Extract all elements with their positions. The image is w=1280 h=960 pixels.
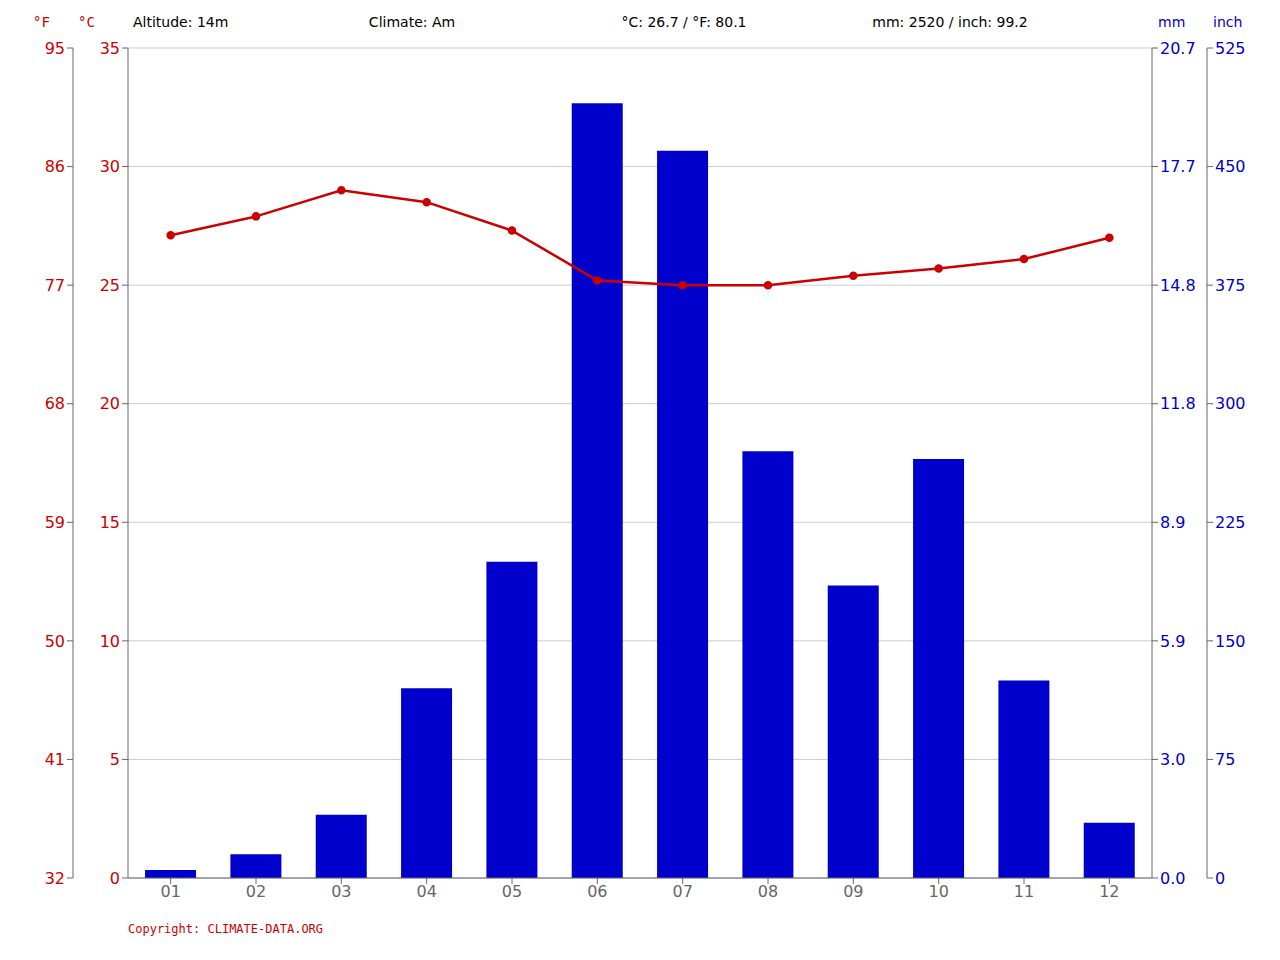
svg-text:07: 07 <box>672 882 692 901</box>
svg-text:59: 59 <box>45 513 65 532</box>
svg-text:11.8: 11.8 <box>1160 394 1196 413</box>
svg-text:35: 35 <box>100 39 120 58</box>
svg-text:10: 10 <box>100 632 120 651</box>
svg-text:32: 32 <box>45 869 65 888</box>
html-text:°C: 26.7 / °F: 80.1: °C: 26.7 / °F: 80.1 <box>621 14 747 30</box>
svg-text:150: 150 <box>1215 632 1246 651</box>
svg-text:50: 50 <box>45 632 65 651</box>
svg-text:17.7: 17.7 <box>1160 157 1196 176</box>
svg-text:300: 300 <box>1215 394 1246 413</box>
svg-text:03: 03 <box>331 882 351 901</box>
svg-text:5: 5 <box>110 750 120 769</box>
svg-text:41: 41 <box>45 750 65 769</box>
html-text:inch: inch <box>1213 14 1243 30</box>
svg-text:3.0: 3.0 <box>1160 750 1185 769</box>
svg-text:95: 95 <box>45 39 65 58</box>
html-text:°C: °C <box>78 14 95 30</box>
svg-text:5.9: 5.9 <box>1160 632 1185 651</box>
svg-text:12: 12 <box>1099 882 1119 901</box>
html-text:Copyright: CLIMATE-DATA.ORG: Copyright: CLIMATE-DATA.ORG <box>128 922 324 936</box>
svg-text:02: 02 <box>246 882 266 901</box>
svg-text:08: 08 <box>758 882 778 901</box>
html-text:Climate: Am: Climate: Am <box>368 14 456 30</box>
svg-text:0.0: 0.0 <box>1160 869 1185 888</box>
svg-text:86: 86 <box>45 157 65 176</box>
svg-text:25: 25 <box>100 276 120 295</box>
svg-text:0: 0 <box>110 869 120 888</box>
svg-text:15: 15 <box>100 513 120 532</box>
html-text:mm: mm <box>1158 14 1186 30</box>
html-text:Altitude: 14m: Altitude: 14m <box>133 14 229 30</box>
svg-text:11: 11 <box>1014 882 1034 901</box>
svg-text:06: 06 <box>587 882 607 901</box>
svg-text:225: 225 <box>1215 513 1246 532</box>
svg-text:04: 04 <box>416 882 436 901</box>
svg-text:14.8: 14.8 <box>1160 276 1196 295</box>
svg-text:77: 77 <box>45 276 65 295</box>
html-text:mm: 2520 / inch: 99.2: mm: 2520 / inch: 99.2 <box>872 14 1028 30</box>
svg-text:525: 525 <box>1215 39 1246 58</box>
svg-text:10: 10 <box>928 882 948 901</box>
svg-text:375: 375 <box>1215 276 1246 295</box>
svg-text:450: 450 <box>1215 157 1246 176</box>
svg-text:20: 20 <box>100 394 120 413</box>
svg-text:68: 68 <box>45 394 65 413</box>
svg-text:8.9: 8.9 <box>1160 513 1185 532</box>
svg-text:01: 01 <box>160 882 180 901</box>
svg-text:75: 75 <box>1215 750 1235 769</box>
svg-text:0: 0 <box>1215 869 1225 888</box>
svg-text:09: 09 <box>843 882 863 901</box>
svg-text:20.7: 20.7 <box>1160 39 1196 58</box>
html-text:°F: °F <box>33 14 50 30</box>
svg-text:05: 05 <box>502 882 522 901</box>
svg-text:30: 30 <box>100 157 120 176</box>
